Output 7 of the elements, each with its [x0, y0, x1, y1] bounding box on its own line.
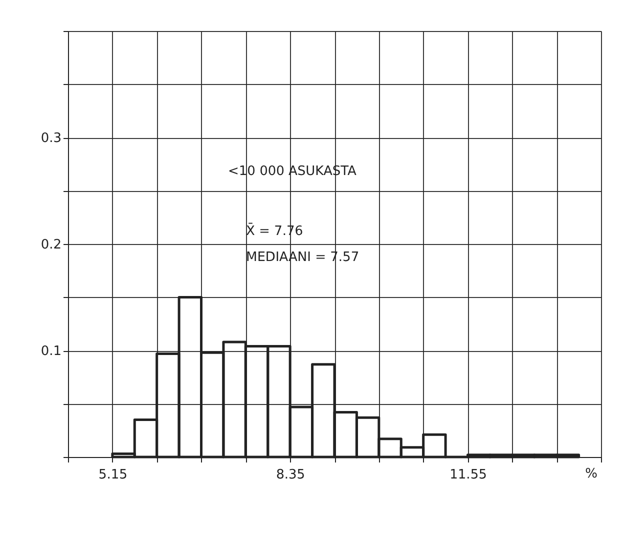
x-tick-label: 5.15: [98, 468, 128, 482]
y-tick-label: 0.1: [40, 344, 62, 359]
y-tick-label: 0.3: [40, 131, 62, 146]
x-tick-label: 8.35: [276, 468, 306, 482]
x-tick-label: 11.55: [450, 468, 487, 482]
x-axis-title: %: [585, 466, 598, 482]
y-tick-label: 0.2: [40, 238, 62, 252]
